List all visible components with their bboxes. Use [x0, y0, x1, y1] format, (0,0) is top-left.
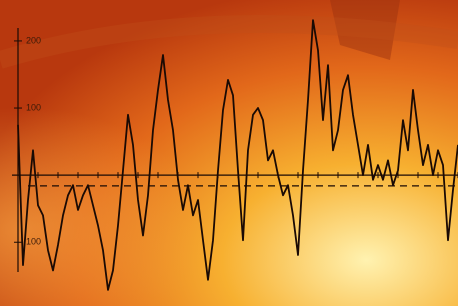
y-tick-label: 100: [26, 237, 41, 247]
y-tick-label: 100: [26, 102, 41, 112]
page: {"chart_data": {"type": "line", "values"…: [0, 0, 458, 306]
y-tick-label: 200: [26, 35, 41, 45]
chart: 200 100 100: [0, 0, 458, 306]
